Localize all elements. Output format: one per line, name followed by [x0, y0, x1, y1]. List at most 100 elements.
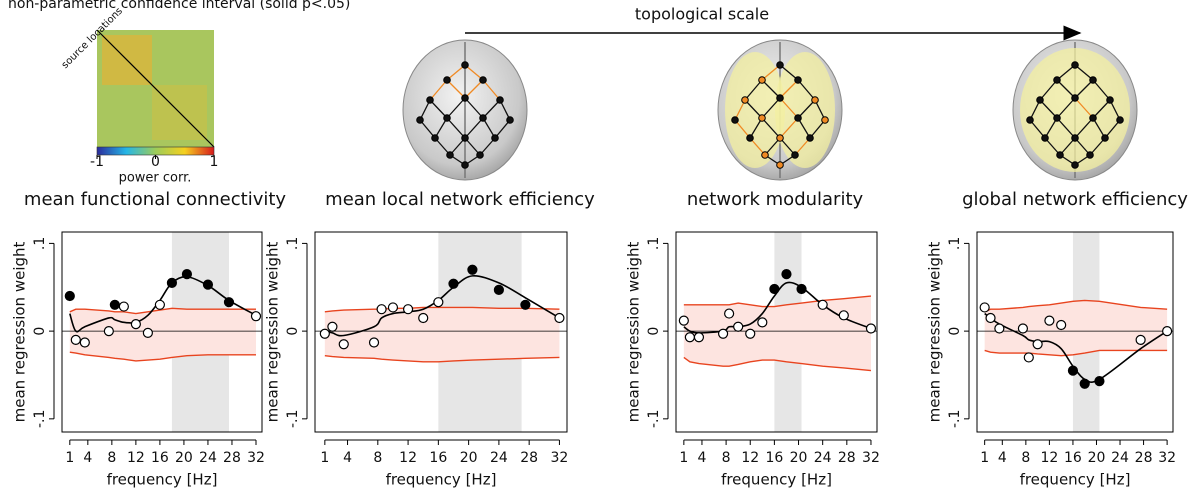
x-tick-label: 4 — [697, 450, 706, 466]
network-node — [776, 161, 784, 169]
header-note: non-parametric confidence interval (soli… — [8, 0, 350, 12]
data-point — [319, 328, 330, 339]
network-edge — [1039, 79, 1058, 101]
data-point — [433, 297, 444, 308]
network-edge — [1092, 99, 1111, 119]
data-point — [327, 321, 338, 332]
data-point — [1044, 315, 1055, 326]
network-node — [776, 61, 784, 69]
data-point — [1032, 339, 1043, 350]
data-point — [118, 301, 129, 312]
network-edge — [749, 117, 763, 139]
x-axis-label: frequency [Hz] — [1020, 471, 1131, 489]
network-node — [446, 151, 454, 159]
x-tick-label: 1 — [65, 450, 74, 466]
network-node — [794, 114, 802, 122]
ci-line — [683, 295, 872, 308]
y-tick-label: .1 — [32, 237, 48, 250]
network-node — [731, 116, 739, 124]
network-edge — [419, 119, 436, 139]
y-tick-label: -.1 — [646, 410, 662, 428]
network-edge — [744, 99, 763, 119]
y-tick-label: .1 — [646, 237, 662, 250]
x-tick-label: 28 — [838, 450, 856, 466]
network-node — [821, 116, 829, 124]
network-node — [461, 161, 469, 169]
x-tick-label: 16 — [765, 450, 783, 466]
network-node — [443, 114, 451, 122]
y-axis-label: mean regression weight — [264, 241, 282, 422]
network-edge — [464, 64, 484, 81]
network-node — [794, 76, 802, 84]
colorbar-tick-label: 1 — [210, 154, 219, 170]
network-node — [806, 134, 814, 142]
data-point — [1162, 326, 1173, 337]
data-point — [678, 315, 689, 326]
x-tick-label: 20 — [790, 450, 808, 466]
network-edge — [446, 97, 466, 119]
network-node — [758, 76, 766, 84]
x-tick-label: 16 — [151, 450, 169, 466]
ci-line — [984, 349, 1168, 357]
ci-line — [324, 354, 560, 363]
data-point — [838, 310, 849, 321]
data-point — [1056, 319, 1067, 331]
network-node — [479, 76, 487, 84]
network-edge — [809, 119, 826, 139]
y-tick-label: .1 — [285, 237, 301, 250]
network-edge — [482, 79, 501, 101]
x-tick-label: 4 — [83, 450, 92, 466]
data-point — [402, 304, 414, 315]
data-point — [769, 283, 780, 295]
network-edge — [1039, 99, 1058, 119]
data-point — [733, 321, 744, 332]
data-point — [70, 334, 81, 345]
data-point — [109, 299, 120, 310]
data-point — [166, 277, 178, 288]
network-node — [506, 116, 514, 124]
x-tick-label: 32 — [1158, 450, 1176, 466]
x-tick-label: 20 — [175, 450, 193, 466]
y-tick-label: 0 — [285, 327, 301, 336]
colorbar-tick-label: 0 — [151, 154, 160, 170]
x-tick-label: 1 — [679, 450, 688, 466]
data-point — [142, 327, 153, 338]
data-point — [817, 299, 828, 310]
network-node — [476, 151, 484, 159]
network-edge — [1074, 79, 1094, 99]
network-edge — [429, 79, 448, 101]
network-node — [1036, 96, 1044, 104]
x-tick-label: 8 — [722, 450, 731, 466]
network-node — [1026, 116, 1034, 124]
data-point — [1079, 378, 1090, 389]
data-point — [418, 312, 429, 324]
x-tick-label: 20 — [1088, 450, 1106, 466]
data-point — [717, 328, 729, 339]
network-edge — [482, 117, 496, 139]
y-axis-label: mean regression weight — [11, 241, 29, 422]
data-point — [250, 311, 262, 322]
chart-title: mean functional connectivity — [24, 189, 287, 210]
network-node — [461, 61, 469, 69]
x-tick-label: 32 — [247, 450, 265, 466]
data-point — [493, 284, 504, 295]
data-point — [103, 326, 114, 337]
colorbar-label: power corr. — [119, 171, 192, 186]
plot-box — [675, 231, 878, 433]
data-point — [781, 269, 792, 280]
network-edge — [1056, 117, 1076, 139]
x-tick-label: 24 — [814, 450, 832, 466]
network-node — [741, 96, 749, 104]
network-node — [1071, 94, 1079, 102]
network-edge — [761, 117, 781, 139]
x-tick-label: 28 — [223, 450, 241, 466]
data-point — [181, 269, 193, 280]
network-node — [461, 134, 469, 142]
network-node — [776, 134, 784, 142]
network-node — [431, 134, 439, 142]
x-tick-label: 12 — [127, 450, 145, 466]
data-point — [994, 323, 1005, 334]
network-node — [496, 96, 504, 104]
network-edge — [1104, 119, 1121, 139]
data-point — [202, 279, 214, 290]
